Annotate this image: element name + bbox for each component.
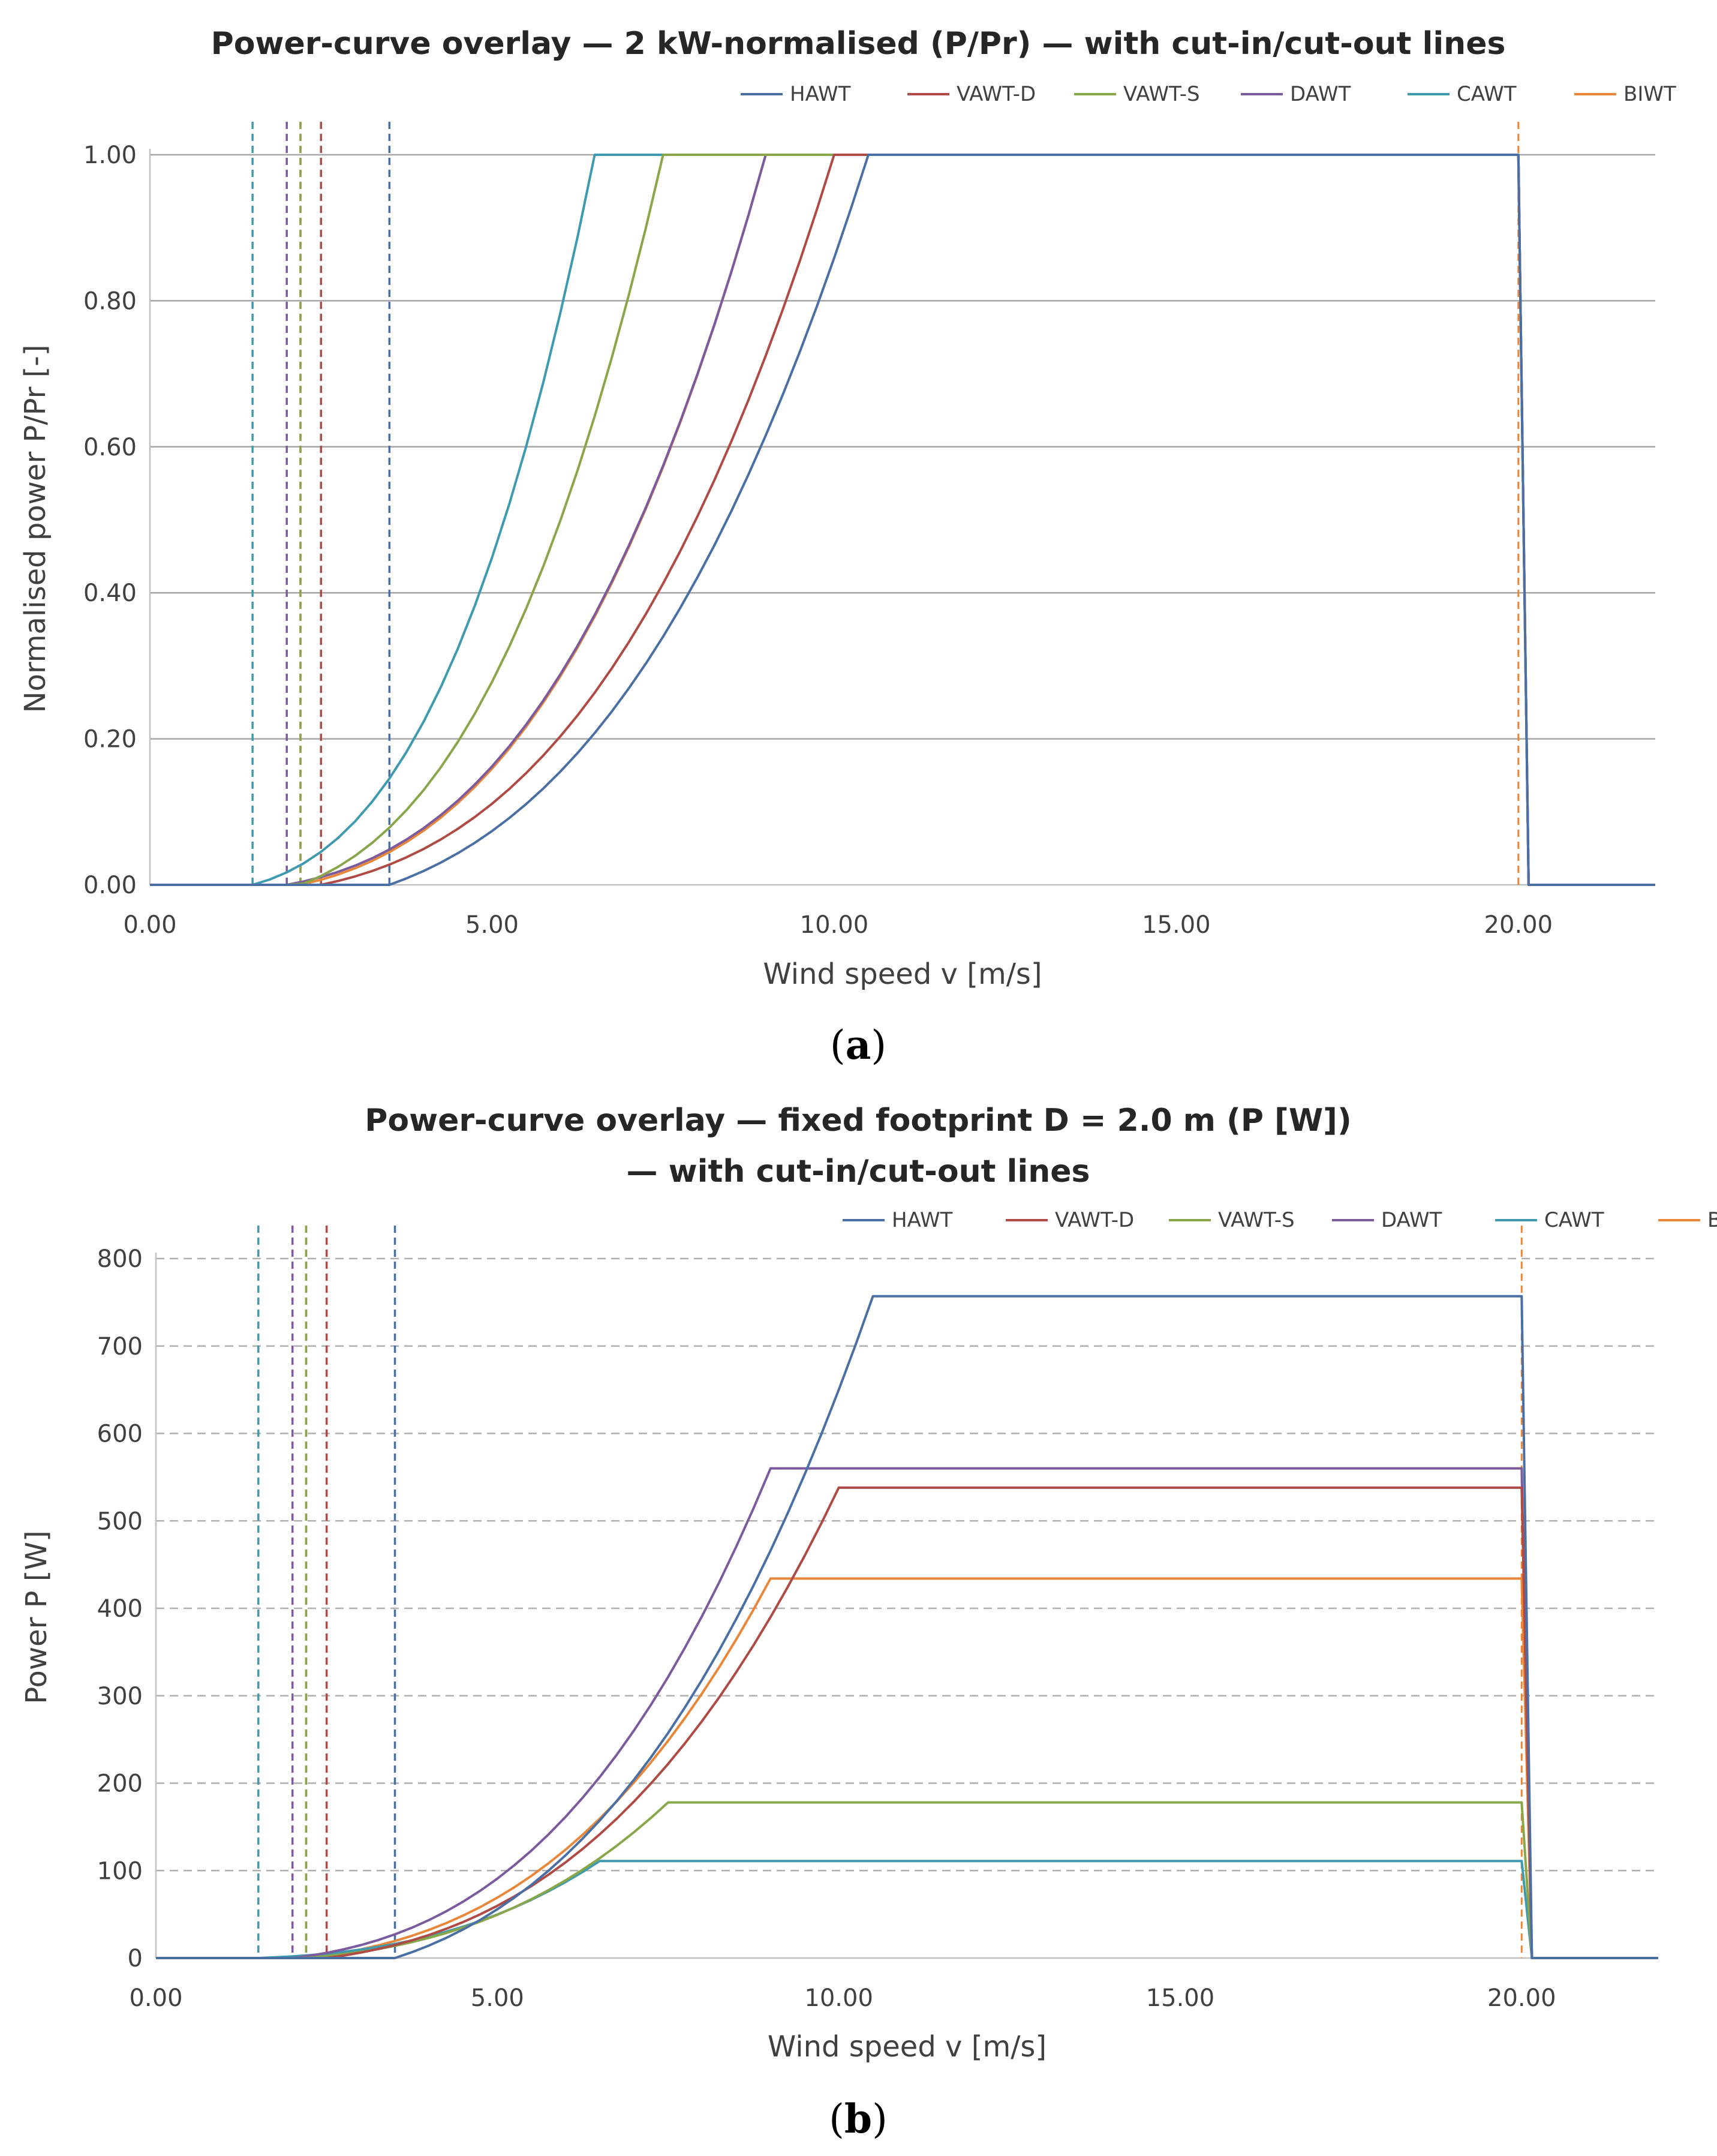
caption-letter: a [846, 1022, 871, 1068]
series-line-hawt [156, 1295, 1658, 1959]
x-tick-label: 20.00 [1484, 911, 1553, 939]
y-tick-label: 300 [97, 1683, 143, 1710]
x-tick-label: 5.00 [471, 1984, 524, 2012]
y-tick-label: 500 [97, 1508, 143, 1535]
legend-label-vawt-s: VAWT-S [1218, 1208, 1295, 1232]
legend-label-hawt: HAWT [892, 1208, 953, 1232]
x-axis-label: Wind speed v [m/s] [768, 2030, 1047, 2064]
legend-label-vawt-s: VAWT-S [1123, 82, 1200, 106]
caption-close: ) [871, 1022, 886, 1068]
legend-label-biwt: BIWT [1623, 82, 1676, 106]
series-line-biwt [150, 154, 1655, 886]
legend-label-vawt-d: VAWT-D [1055, 1208, 1134, 1232]
y-tick-label: 0.60 [83, 434, 137, 461]
y-tick-label: 0.20 [83, 726, 137, 753]
y-tick-label: 800 [97, 1245, 143, 1273]
series-line-dawt [150, 154, 1655, 886]
figure-caption: (b) [829, 2095, 888, 2142]
legend-label-dawt: DAWT [1290, 82, 1351, 106]
caption-close: ) [872, 2096, 888, 2142]
series-line-vawt-d [150, 154, 1655, 886]
caption-open: ( [830, 1022, 846, 1068]
series-line-vawt-s [156, 1801, 1658, 1959]
x-tick-label: 5.00 [465, 911, 519, 939]
series-line-vawt-d [156, 1486, 1658, 1959]
y-tick-label: 100 [97, 1857, 143, 1885]
chart-title: Power-curve overlay — 2 kW-normalised (P… [211, 26, 1506, 62]
x-tick-label: 20.00 [1487, 1984, 1556, 2012]
chart-a: Power-curve overlay — 2 kW-normalised (P… [19, 26, 1676, 1068]
y-tick-label: 700 [97, 1333, 143, 1361]
x-tick-label: 15.00 [1142, 911, 1211, 939]
y-tick-label: 600 [97, 1421, 143, 1448]
chart-title-line2: — with cut-in/cut-out lines [627, 1154, 1090, 1190]
legend-label-hawt: HAWT [790, 82, 851, 106]
y-tick-label: 1.00 [83, 142, 137, 169]
caption-letter: b [844, 2095, 872, 2142]
x-axis-label: Wind speed v [m/s] [763, 957, 1042, 991]
legend: HAWT VAWT-D VAWT-S DAWT CAWT BIWT [741, 82, 1676, 106]
series-line-cawt [150, 154, 1655, 886]
figure-caption: (a) [830, 1022, 886, 1068]
y-axis-label: Power P [W] [20, 1530, 53, 1704]
series-line-hawt [150, 154, 1655, 886]
series-line-dawt [156, 1467, 1658, 1959]
y-tick-label: 400 [97, 1595, 143, 1623]
x-tick-label: 10.00 [800, 911, 869, 939]
y-tick-label: 200 [97, 1770, 143, 1798]
series-line-vawt-s [150, 154, 1655, 886]
legend-label-dawt: DAWT [1381, 1208, 1442, 1232]
legend: HAWT VAWT-D VAWT-S DAWT CAWT BIWT [843, 1208, 1717, 1232]
x-tick-label: 15.00 [1146, 1984, 1215, 2012]
legend-label-vawt-d: VAWT-D [957, 82, 1036, 106]
y-tick-label: 0.00 [83, 872, 137, 899]
legend-label-biwt: BIWT [1707, 1208, 1717, 1232]
x-tick-label: 0.00 [123, 911, 176, 939]
y-tick-label: 0.40 [83, 579, 137, 607]
x-tick-label: 0.00 [129, 1984, 182, 2012]
series-line-biwt [156, 1577, 1658, 1959]
caption-open: ( [829, 2096, 844, 2142]
chart-title: Power-curve overlay — fixed footprint D … [365, 1103, 1351, 1139]
legend-label-cawt: CAWT [1457, 82, 1517, 106]
x-tick-label: 10.00 [804, 1984, 873, 2012]
chart-b: Power-curve overlay — fixed footprint D … [20, 1103, 1717, 2142]
legend-label-cawt: CAWT [1544, 1208, 1604, 1232]
y-tick-label: 0 [128, 1945, 143, 1972]
y-tick-label: 0.80 [83, 287, 137, 315]
y-axis-label: Normalised power P/Pr [-] [19, 345, 52, 713]
